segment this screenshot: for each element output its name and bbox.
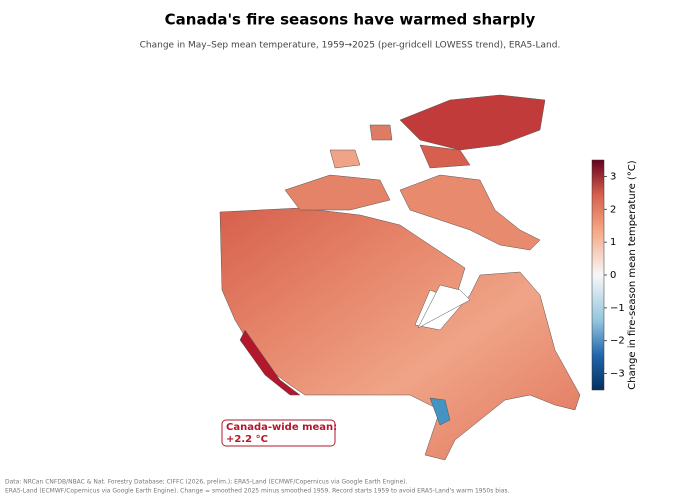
source-note: ERA5-Land (ECMWF/Copernicus via Google E… xyxy=(5,488,510,495)
colorbar-tick-label: 0 xyxy=(610,270,616,281)
annotation-box: Canada-wide mean: +2.2 °C xyxy=(221,419,337,447)
source-note: Data: NRCan CNFDB/NBAC & Nat. Forestry D… xyxy=(5,479,408,486)
annotation: Canada-wide mean: xyxy=(226,422,337,433)
colorbar-tick-label: 3 xyxy=(610,171,616,182)
colorbar-tick-label: 1 xyxy=(610,237,616,248)
colorbar-tick-label: −3 xyxy=(610,369,625,380)
colorbar-tick-label: −2 xyxy=(610,336,625,347)
chart-subtitle: Change in May–Sep mean temperature, 1959… xyxy=(140,41,561,51)
colorbar xyxy=(591,159,605,391)
colorbar-tick-label: −1 xyxy=(610,303,625,314)
colorbar-label: Change in fire-season mean temperature (… xyxy=(627,160,638,390)
colorbar-tick-label: 2 xyxy=(610,204,616,215)
chart-title: Canada's fire seasons have warmed sharpl… xyxy=(165,11,536,29)
map xyxy=(219,94,581,461)
annotation: +2.2 °C xyxy=(226,434,268,445)
